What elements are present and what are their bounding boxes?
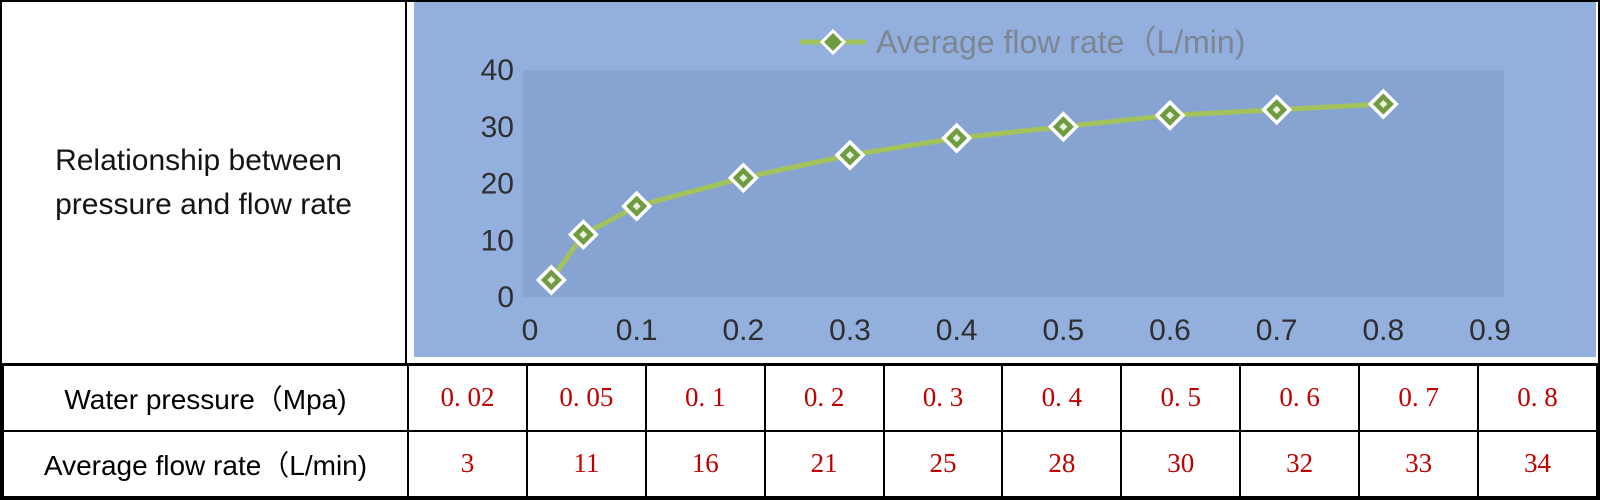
data-point-marker-center [1272,105,1281,114]
x-tick-label: 0.3 [829,314,871,347]
value-cell: 0. 7 [1358,363,1480,432]
row-label: Water pressure（Mpa) [2,363,409,432]
value-cell: 0. 1 [644,363,766,432]
legend-marker-icon [819,28,847,56]
title-line-1: Relationship between [55,144,342,177]
table-row: Average flow rate（L/min) 3 11 16 21 25 28 30 32 3… [2,429,1598,498]
value-cell: 0. 3 [882,363,1004,432]
data-point-marker-center [579,230,588,239]
y-tick-label: 10 [481,224,514,257]
x-tick-label: 0.7 [1256,314,1298,347]
chart-title-cell: Relationship between pressure and flow r… [2,2,407,363]
series-line [548,101,1386,283]
x-tick-label: 0.1 [616,314,658,347]
data-table: Water pressure（Mpa) 0. 02 0. 05 0. 1 0. 2 0. … [2,363,1598,498]
value-cell: 0. 8 [1477,363,1598,432]
value-cell: 3 [407,429,528,498]
x-tick-label: 0.5 [1042,314,1084,347]
value-cell: 0. 6 [1239,363,1361,432]
table-row: Water pressure（Mpa) 0. 02 0. 05 0. 1 0. 2 0. … [2,363,1598,432]
y-tick-label: 40 [481,54,514,87]
x-tick-label: 0.2 [722,314,764,347]
flow-rate-line-chart: 0 10 20 30 40 0 0.1 0.2 0.3 0.4 0.5 0.6 0.7 0.8 0.9 Ave… [414,2,1596,357]
value-cell: 0. 2 [763,363,885,432]
value-cell: 33 [1358,429,1480,498]
data-point-marker-center [739,173,748,182]
value-cell: 16 [644,429,766,498]
data-point-marker-center [1059,122,1068,131]
chart-area: 0 10 20 30 40 0 0.1 0.2 0.3 0.4 0.5 0.6 0.7 0.8 0.9 Ave… [407,2,1598,363]
data-point-marker-center [632,202,641,211]
value-cell: 32 [1239,429,1361,498]
data-point-marker-center [1166,111,1174,120]
value-cell: 0. 5 [1120,363,1242,432]
value-cell: 25 [882,429,1004,498]
x-tick-label: 0 [522,314,539,347]
value-cell: 0. 4 [1001,363,1123,432]
title-line-2: pressure and flow rate [55,187,352,221]
value-cell: 11 [525,429,647,498]
value-cell: 30 [1120,429,1242,498]
y-tick-label: 30 [481,111,514,144]
data-point-marker-center [1379,100,1388,109]
chart-title: Relationship between pressure and flow r… [55,139,352,226]
legend-label: Average flow rate（L/min) [876,24,1245,60]
data-point-marker-center [846,151,854,160]
value-cell: 34 [1477,429,1598,498]
x-tick-label: 0.8 [1362,314,1404,347]
y-tick-label: 0 [497,281,514,314]
x-tick-label: 0.9 [1469,314,1511,347]
x-tick-label: 0.4 [936,314,978,347]
value-cell: 0. 02 [407,363,528,432]
chart-section: Relationship between pressure and flow r… [2,2,1598,363]
x-tick-label: 0.6 [1149,314,1191,347]
y-tick-label: 20 [481,168,514,201]
value-cell: 0. 05 [525,363,647,432]
data-point-marker-center [952,134,961,143]
data-point-marker-center [547,275,556,284]
value-cell: 28 [1001,429,1123,498]
row-label: Average flow rate（L/min) [2,429,409,498]
value-cell: 21 [763,429,885,498]
